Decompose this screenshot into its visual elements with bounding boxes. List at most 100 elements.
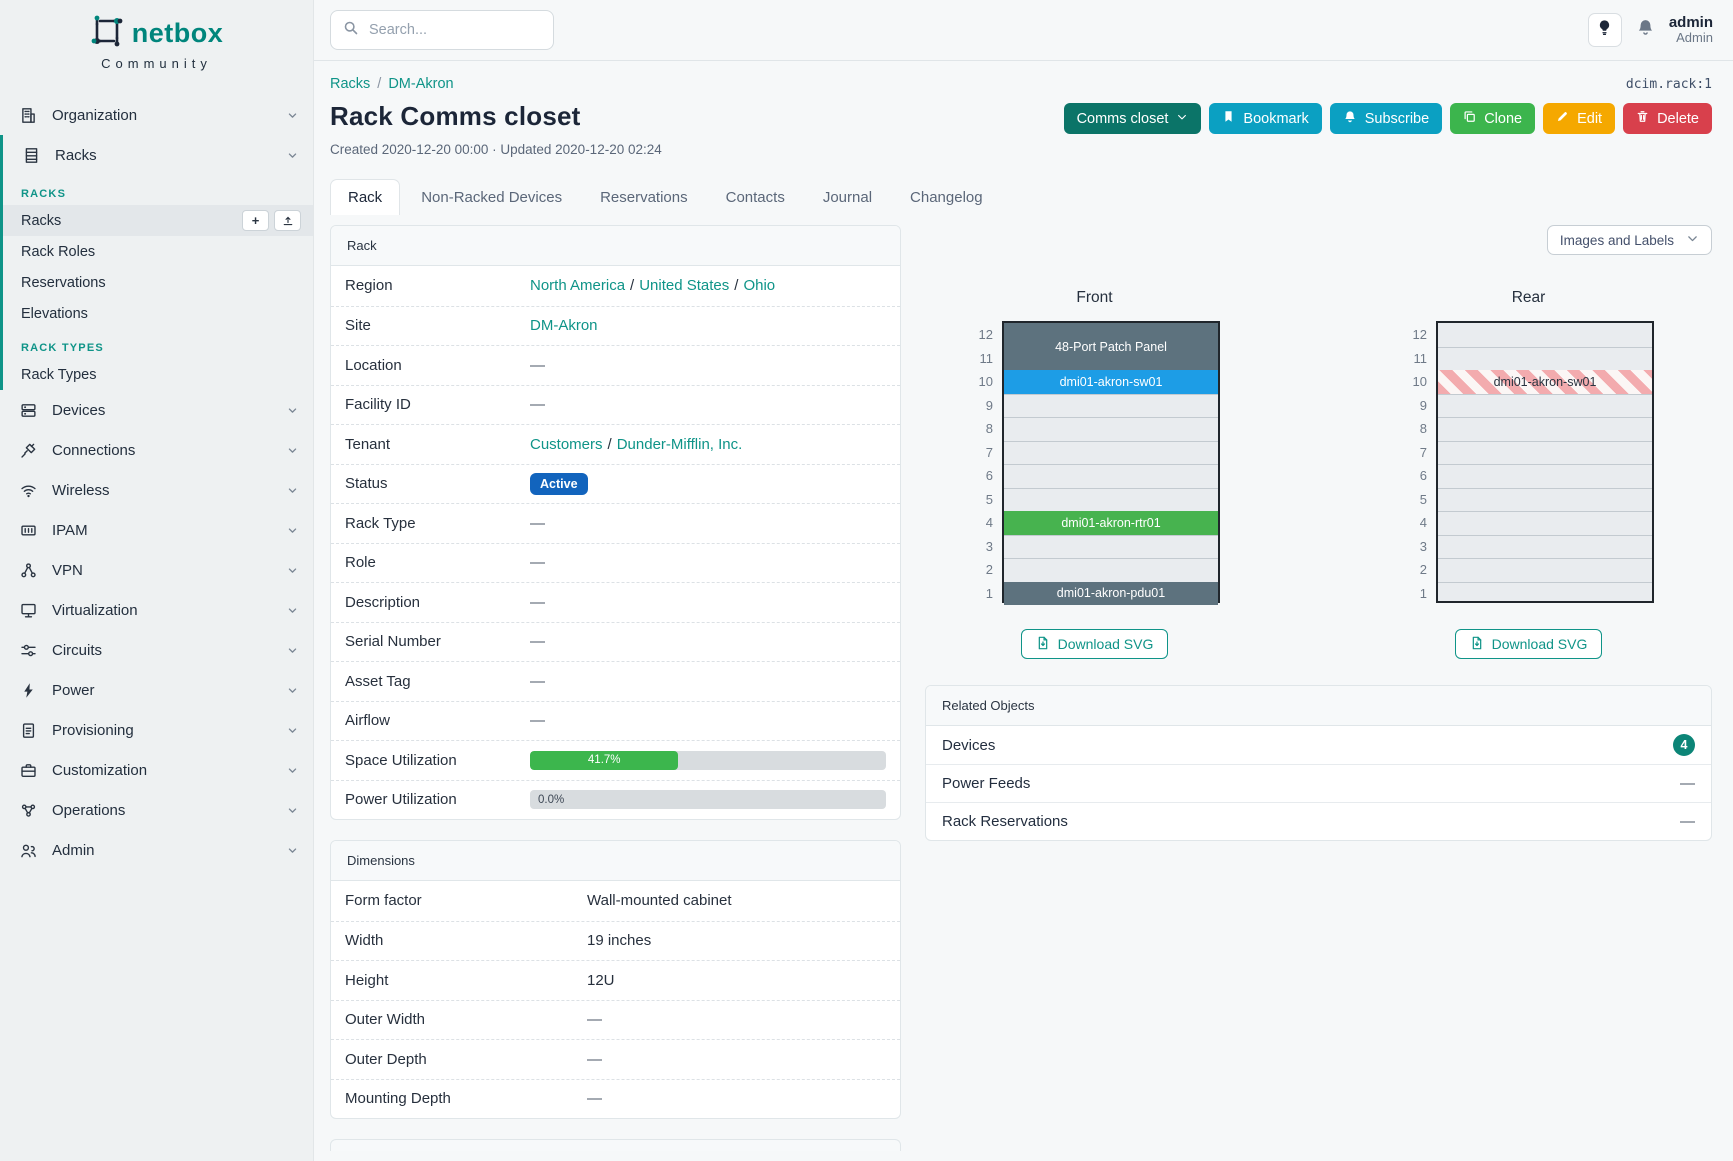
- user-menu[interactable]: admin Admin: [1669, 14, 1713, 46]
- sidebar-item-provisioning[interactable]: Provisioning: [0, 710, 313, 750]
- rack-device-dmi01-akron-rtr01[interactable]: dmi01-akron-rtr01: [1004, 511, 1218, 535]
- rack-unit-slot[interactable]: [1438, 464, 1652, 488]
- breadcrumb-link-dm-akron[interactable]: DM-Akron: [388, 76, 454, 92]
- unit-number: 3: [985, 538, 993, 554]
- tab-changelog[interactable]: Changelog: [910, 189, 983, 206]
- ipam-icon: [18, 522, 38, 539]
- elevation-view-select[interactable]: Images and Labels: [1546, 225, 1712, 255]
- rack-unit-slot[interactable]: [1438, 558, 1652, 582]
- rack-unit-slot[interactable]: [1438, 394, 1652, 418]
- sidebar-item-circuits[interactable]: Circuits: [0, 630, 313, 670]
- bookmark-button[interactable]: Bookmark: [1209, 103, 1322, 134]
- sidebar-item-virtualization[interactable]: Virtualization: [0, 590, 313, 630]
- front-elevation: Front 12 11 10 9 8 7 6 5 4 3 2 1 48-Port Patch Panel…: [969, 289, 1220, 659]
- sidebar-item-racks[interactable]: Racks +: [3, 205, 313, 236]
- rack-unit-slot[interactable]: [1438, 511, 1652, 535]
- field-label: Region: [345, 277, 393, 295]
- rack-unit-slot[interactable]: [1004, 488, 1218, 512]
- utilization-fill: 41.7%: [530, 750, 679, 770]
- value-link-customers[interactable]: Customers: [530, 435, 603, 453]
- rack-unit-slot[interactable]: [1438, 441, 1652, 465]
- import-button[interactable]: [274, 210, 301, 231]
- rack-unit-slot[interactable]: [1004, 558, 1218, 582]
- related-row-devices[interactable]: Devices 4: [926, 726, 1711, 764]
- rear-elevation-title: Rear: [1511, 289, 1546, 306]
- rack-device-dmi01-akron-sw01[interactable]: dmi01-akron-sw01: [1438, 370, 1652, 394]
- rack-unit-slot[interactable]: [1004, 441, 1218, 465]
- unit-number: 6: [1419, 468, 1427, 483]
- tab-journal[interactable]: Journal: [822, 189, 873, 206]
- sidebar-item-operations[interactable]: Operations: [0, 790, 313, 830]
- field-value: —: [530, 633, 886, 650]
- field-value: —: [587, 1011, 886, 1028]
- notifications-button[interactable]: [1636, 18, 1655, 42]
- tab-rack[interactable]: Rack: [330, 179, 401, 215]
- rack-unit-slot[interactable]: [1438, 417, 1652, 441]
- rack-unit-slot[interactable]: [1004, 417, 1218, 441]
- sidebar-item-label: Rack Roles: [21, 243, 96, 260]
- unit-number: 11: [979, 350, 994, 366]
- unit-divider: [1004, 440, 1218, 442]
- rack-unit-slot[interactable]: [1004, 535, 1218, 559]
- sidebar-item-customization[interactable]: Customization: [0, 750, 313, 790]
- field-label: Status: [345, 475, 388, 493]
- breadcrumb-link-racks[interactable]: Racks: [330, 76, 371, 92]
- field-label: Outer Width: [345, 1011, 426, 1029]
- rear-download-svg-button[interactable]: Download SVG: [1454, 629, 1603, 659]
- delete-button[interactable]: Delete: [1623, 103, 1712, 134]
- brand-name: netbox: [131, 18, 224, 48]
- sidebar-item-actions: +: [242, 210, 301, 231]
- global-search[interactable]: [330, 10, 554, 50]
- field-label: Space Utilization: [345, 751, 457, 769]
- rack-unit-slot[interactable]: [1438, 488, 1652, 512]
- unit-number: 12: [1412, 327, 1427, 342]
- field-row-form-factor: Form factor Wall-mounted cabinet: [331, 881, 900, 921]
- rack-unit-slot[interactable]: [1438, 582, 1652, 606]
- sidebar-item-reservations[interactable]: Reservations: [3, 267, 313, 298]
- sidebar-item-admin[interactable]: Admin: [0, 830, 313, 870]
- search-input[interactable]: [369, 22, 519, 38]
- sidebar-item-ipam[interactable]: IPAM: [0, 510, 313, 550]
- sidebar-item-devices[interactable]: Devices: [0, 390, 313, 430]
- related-row-rack-reservations[interactable]: Rack Reservations —: [926, 802, 1711, 840]
- rack-device-48-port-patch-panel[interactable]: 48-Port Patch Panel: [1004, 323, 1218, 370]
- front-download-svg-button[interactable]: Download SVG: [1020, 629, 1169, 659]
- field-value-text: —: [587, 1090, 602, 1108]
- unit-divider: [1438, 558, 1652, 559]
- sidebar-item-vpn[interactable]: VPN: [0, 550, 313, 590]
- clone-button[interactable]: Clone: [1450, 103, 1536, 134]
- rack-unit-slot[interactable]: [1438, 323, 1652, 347]
- rack-device-dmi01-akron-sw01[interactable]: dmi01-akron-sw01: [1004, 370, 1218, 394]
- sidebar-item-rack-roles[interactable]: Rack Roles: [3, 236, 313, 267]
- sidebar-item-connections[interactable]: Connections: [0, 430, 313, 470]
- sidebar-item-rack-types[interactable]: Rack Types: [3, 359, 313, 390]
- sidebar-item-wireless[interactable]: Wireless: [0, 470, 313, 510]
- value-link-ohio[interactable]: Ohio: [743, 277, 776, 295]
- rack-device-dmi01-akron-pdu01[interactable]: dmi01-akron-pdu01: [1004, 581, 1218, 605]
- field-label: Airflow: [345, 712, 391, 730]
- tab-reservations[interactable]: Reservations: [600, 189, 688, 206]
- related-row-power-feeds[interactable]: Power Feeds —: [926, 764, 1711, 802]
- edit-button[interactable]: Edit: [1543, 103, 1616, 134]
- unit-number: 4: [1419, 515, 1427, 530]
- theme-toggle-button[interactable]: [1587, 13, 1622, 47]
- rack-unit-slot[interactable]: [1004, 464, 1218, 488]
- sidebar-item-elevations[interactable]: Elevations: [3, 298, 313, 329]
- sidebar-item-racks[interactable]: Racks: [3, 135, 313, 175]
- rack-unit-slot[interactable]: [1438, 347, 1652, 371]
- value-link-north-america[interactable]: North America: [530, 277, 626, 295]
- add-button[interactable]: +: [242, 210, 269, 231]
- value-link-dm-akron[interactable]: DM-Akron: [530, 317, 598, 335]
- value-link-dunder-mifflin-inc[interactable]: Dunder-Mifflin, Inc.: [616, 435, 743, 453]
- tab-non-racked-devices[interactable]: Non-Racked Devices: [421, 189, 563, 206]
- field-row-status: Status Active: [331, 463, 900, 504]
- tab-contacts[interactable]: Contacts: [725, 189, 785, 206]
- rack-unit-slot[interactable]: [1438, 535, 1652, 559]
- subscribe-button[interactable]: Subscribe: [1329, 103, 1443, 134]
- field-value: Wall-mounted cabinet: [587, 892, 886, 909]
- sidebar-item-organization[interactable]: Organization: [0, 95, 313, 135]
- rack-unit-slot[interactable]: [1004, 394, 1218, 418]
- rack-group-button[interactable]: Comms closet: [1063, 103, 1202, 134]
- value-link-united-states[interactable]: United States: [639, 277, 730, 295]
- sidebar-item-power[interactable]: Power: [0, 670, 313, 710]
